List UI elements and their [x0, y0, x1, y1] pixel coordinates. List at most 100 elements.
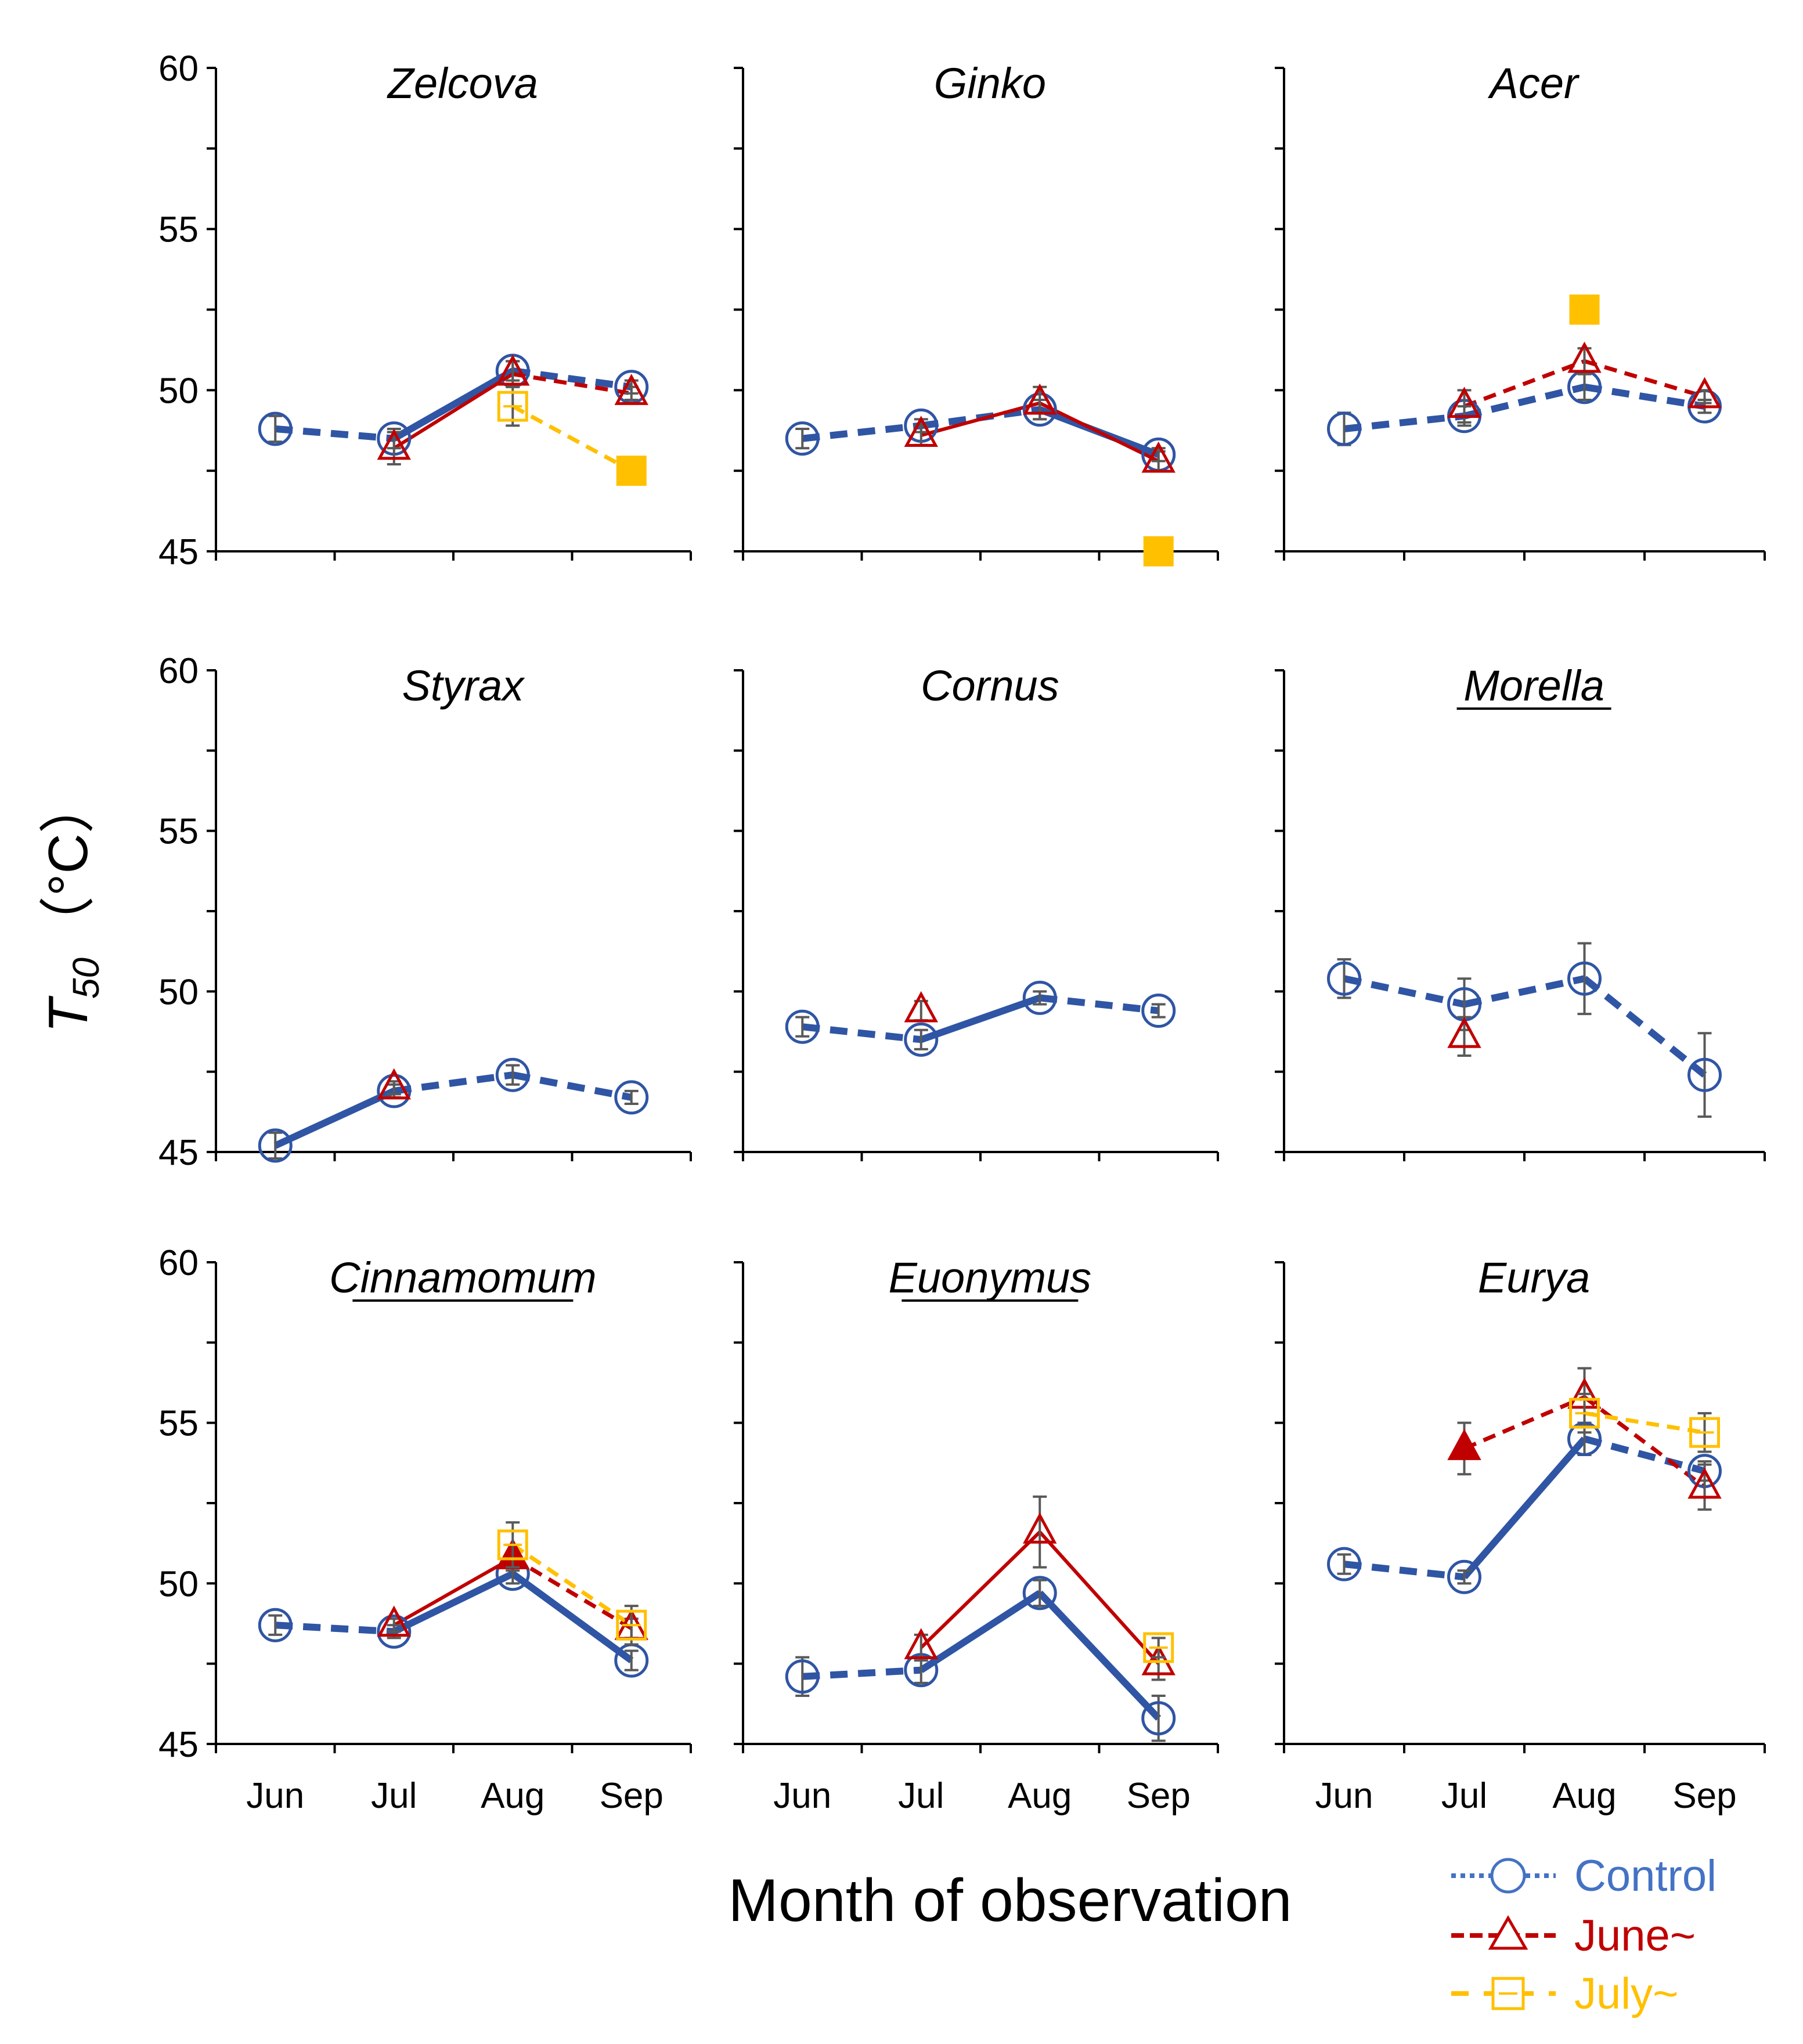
series-line-segment: [511, 405, 633, 473]
series-july: [511, 1543, 633, 1627]
data-point: [785, 1009, 820, 1044]
markers-control: [785, 980, 1176, 1057]
data-point: [258, 411, 293, 446]
series-line-segment: [511, 1543, 633, 1627]
data-point: [1687, 377, 1722, 409]
data-point: [377, 1605, 411, 1637]
data-point: [1569, 1397, 1600, 1429]
markers-july: [497, 385, 647, 486]
data-point: [785, 421, 820, 456]
series-control: [802, 406, 1160, 458]
data-point: [785, 1659, 820, 1694]
legend-marker: [1488, 1915, 1528, 1950]
y-tick-label: 55: [158, 812, 199, 852]
data-point: [904, 1628, 938, 1659]
data-point: [497, 391, 528, 422]
series-line-segment: [919, 994, 1041, 1043]
x-tick-label: Sep: [1672, 1776, 1736, 1816]
series-line-segment: [511, 1556, 633, 1630]
x-tick-label: Jun: [773, 1776, 831, 1816]
x-tick-label: Aug: [1008, 1776, 1072, 1816]
panel-title: Styrax: [402, 662, 526, 710]
markers-control: [258, 1557, 649, 1678]
data-point: [1447, 1559, 1481, 1594]
y-tick-label: 45: [158, 532, 199, 572]
panel-zelcova: 45 50 55 60 Zelcova: [158, 49, 692, 572]
data-point: [1022, 1576, 1057, 1610]
data-point: [1143, 536, 1174, 566]
x-tick-label: Jun: [246, 1776, 304, 1816]
data-point: [1567, 961, 1602, 996]
y-axis-label-sub: 50: [65, 958, 107, 999]
data-point: [1689, 1417, 1720, 1448]
y-tick-label: 55: [158, 210, 199, 250]
markers-july: [1569, 294, 1600, 325]
y-tick-label: 60: [158, 651, 199, 691]
panel-euonymus: Jun Jul Aug Sep Euonymus: [734, 1254, 1219, 1816]
legend-item-june: June~: [1451, 1911, 1696, 1960]
series-line-segment: [920, 401, 1041, 437]
series-control: [273, 1071, 632, 1149]
data-point: [1023, 383, 1057, 415]
data-point: [1141, 994, 1176, 1028]
markers-july: [1143, 1632, 1174, 1663]
markers-june: [1447, 341, 1722, 424]
panel-morella: Morella: [1275, 662, 1766, 1161]
series-line-segment: [802, 1023, 922, 1043]
series-line-segment: [1583, 1435, 1706, 1475]
markers-control: [785, 1576, 1176, 1742]
series-line-segment: [919, 1590, 1042, 1673]
series-line-segment: [1038, 401, 1160, 463]
y-tick-label: 50: [158, 371, 199, 411]
y-tick-label: 60: [158, 1243, 199, 1283]
series-line-segment: [510, 1570, 634, 1663]
series-line-segment: [1343, 1561, 1465, 1581]
panel-cinnamomum: 45 50 55 60 Jun Jul Aug Sep Cinnamomum: [158, 1243, 692, 1816]
panel-title: Ginko: [934, 59, 1046, 107]
series-line-segment: [1582, 976, 1707, 1078]
series-line-segment: [275, 1622, 395, 1635]
series-june: [920, 401, 1160, 463]
data-point: [377, 428, 411, 460]
data-point: [616, 456, 647, 486]
series-line-segment: [1584, 383, 1705, 410]
x-axis-label: Month of observation: [728, 1867, 1292, 1934]
panel-title: Zelcova: [387, 59, 538, 107]
data-point: [1327, 1547, 1361, 1581]
data-point: [377, 1074, 412, 1108]
panel-title: Eurya: [1478, 1254, 1590, 1302]
series-line-segment: [275, 425, 395, 442]
y-tick-label: 60: [158, 49, 199, 89]
series-line-segment: [1463, 1395, 1585, 1451]
panel-cornus: Cornus: [734, 662, 1219, 1161]
series-line-segment: [1463, 383, 1585, 420]
data-point: [1143, 1632, 1174, 1663]
data-point: [258, 1128, 293, 1163]
series-july: [511, 405, 633, 473]
panel-title: Euonymus: [889, 1254, 1092, 1302]
series-line-segment: [802, 422, 922, 442]
data-point: [616, 1609, 647, 1641]
y-tick-label: 55: [158, 1404, 199, 1444]
data-point: [1141, 1701, 1176, 1736]
data-point: [904, 416, 938, 447]
y-tick-label: 50: [158, 972, 199, 1012]
series-june: [393, 1556, 633, 1630]
series-line-segment: [393, 1071, 514, 1095]
series-line-segment: [393, 373, 514, 450]
panel-title: Cinnamomum: [329, 1254, 597, 1302]
series-control: [275, 1570, 634, 1663]
series-line-segment: [1343, 412, 1465, 432]
data-point: [904, 1022, 939, 1057]
series-june: [1463, 359, 1705, 409]
y-tick-label: 50: [158, 1564, 199, 1604]
panel-title: Cornus: [921, 662, 1059, 710]
y-tick-label: 45: [158, 1725, 199, 1765]
data-point: [1327, 411, 1361, 446]
markers-july: [1143, 536, 1174, 566]
series-line-segment: [392, 367, 515, 442]
data-point: [1447, 1429, 1481, 1460]
series-line-segment: [1584, 1411, 1705, 1435]
data-point: [1447, 1017, 1481, 1048]
data-point: [1023, 1512, 1057, 1544]
